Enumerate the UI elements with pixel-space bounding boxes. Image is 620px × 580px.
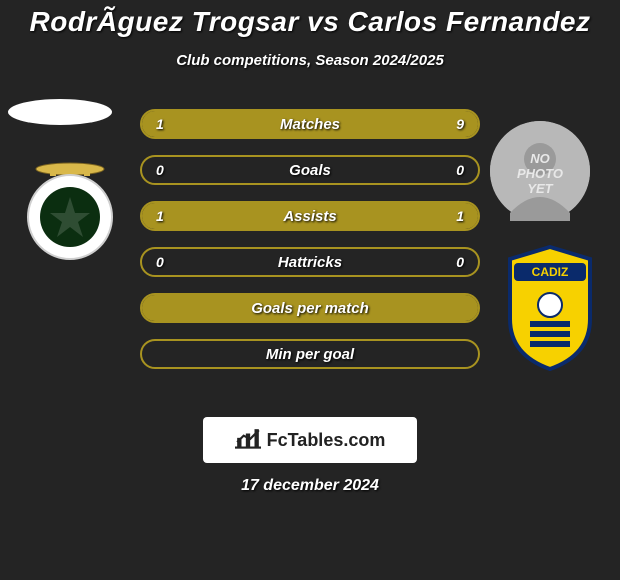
stat-label: Goals	[142, 157, 478, 183]
svg-text:CADIZ: CADIZ	[532, 265, 569, 279]
chart-icon	[235, 427, 261, 453]
burgos-crest-icon: BURGOS	[20, 161, 120, 261]
svg-text:BURGOS: BURGOS	[20, 161, 56, 163]
club-left-crest: BURGOS	[20, 161, 120, 261]
stat-bars: 19Matches 00Goals 11Assists 00Hattricks Goal…	[140, 109, 480, 385]
stat-label: Hattricks	[142, 249, 478, 275]
stat-label: Assists	[142, 203, 478, 229]
player-right-photo-placeholder: NO PHOTO YET	[490, 121, 590, 221]
stat-row: 00Hattricks	[140, 247, 480, 277]
svg-text:PHOTO: PHOTO	[517, 166, 563, 181]
stat-label: Min per goal	[142, 341, 478, 367]
stat-row: 00Goals	[140, 155, 480, 185]
watermark-text: FcTables.com	[267, 430, 386, 451]
stat-row: 19Matches	[140, 109, 480, 139]
cadiz-crest-icon: CADIZ	[500, 245, 600, 371]
stat-row: Min per goal	[140, 339, 480, 369]
club-right-crest: CADIZ	[500, 245, 600, 371]
watermark: FcTables.com	[203, 417, 417, 463]
page-subtitle: Club competitions, Season 2024/2025	[0, 52, 620, 69]
date-label: 17 december 2024	[0, 477, 620, 495]
no-photo-icon: NO PHOTO YET	[490, 121, 590, 221]
stat-row: 11Assists	[140, 201, 480, 231]
svg-text:NO: NO	[530, 151, 550, 166]
stat-label: Matches	[142, 111, 478, 137]
player-left-photo	[8, 99, 112, 125]
stat-label: Goals per match	[142, 295, 478, 321]
page-title: RodrÃ­guez Trogsar vs Carlos Fernandez	[0, 0, 620, 38]
comparison-stage: NO PHOTO YET BURGOS CADIZ	[0, 109, 620, 409]
svg-text:YET: YET	[527, 181, 553, 196]
stat-row: Goals per match	[140, 293, 480, 323]
